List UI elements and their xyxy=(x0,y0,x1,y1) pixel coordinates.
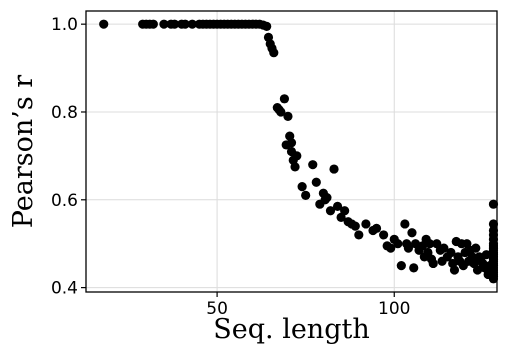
data-point xyxy=(449,265,460,275)
plot-frame xyxy=(85,10,498,293)
data-point xyxy=(488,274,499,284)
data-point xyxy=(308,160,318,170)
x-tick-label: 100 xyxy=(378,299,410,319)
data-point xyxy=(159,19,169,29)
data-point xyxy=(446,247,456,258)
data-point xyxy=(386,243,396,253)
data-point xyxy=(403,243,414,253)
data-point xyxy=(262,21,272,31)
data-point xyxy=(354,230,364,240)
y-tick-label: 0.8 xyxy=(51,103,78,123)
data-point xyxy=(379,230,389,240)
y-tick-label: 0.6 xyxy=(51,191,78,211)
data-points xyxy=(99,19,499,284)
data-point xyxy=(279,94,290,104)
data-point xyxy=(311,177,321,187)
data-point xyxy=(290,162,300,172)
data-point xyxy=(409,263,419,273)
data-point xyxy=(325,206,336,216)
data-point xyxy=(180,19,190,29)
y-tick-label: 0.4 xyxy=(51,279,78,299)
data-point xyxy=(425,239,435,249)
tick-labels: 50 100 0.4 0.6 0.8 1.0 xyxy=(51,15,411,319)
data-point xyxy=(488,219,499,229)
data-point xyxy=(187,19,197,29)
data-point xyxy=(169,19,180,29)
data-point xyxy=(471,243,481,253)
data-point xyxy=(276,107,286,117)
data-point xyxy=(99,19,109,29)
data-point xyxy=(439,243,449,253)
data-point xyxy=(329,164,339,174)
data-point xyxy=(488,199,499,209)
data-point xyxy=(340,206,350,216)
data-point xyxy=(350,221,360,231)
data-point xyxy=(148,19,158,29)
data-point xyxy=(283,111,293,121)
x-tick-label: 50 xyxy=(206,299,228,319)
data-point xyxy=(393,239,403,249)
data-point xyxy=(481,250,491,260)
y-tick-label: 1.0 xyxy=(51,15,78,35)
tick-marks xyxy=(81,23,395,297)
x-axis-label: Seq. length xyxy=(213,314,369,345)
data-point xyxy=(396,261,406,271)
data-point xyxy=(361,219,371,229)
y-axis-label: Pearson’s r xyxy=(8,75,39,228)
data-point xyxy=(472,265,483,275)
data-point xyxy=(297,182,307,192)
data-point xyxy=(322,193,332,203)
data-point xyxy=(400,219,410,229)
data-point xyxy=(292,151,302,161)
data-point xyxy=(332,201,343,211)
data-point xyxy=(269,48,279,58)
data-point xyxy=(301,190,311,201)
data-point xyxy=(428,258,438,269)
data-point xyxy=(407,228,417,238)
data-point xyxy=(371,223,382,233)
data-point xyxy=(286,138,297,148)
